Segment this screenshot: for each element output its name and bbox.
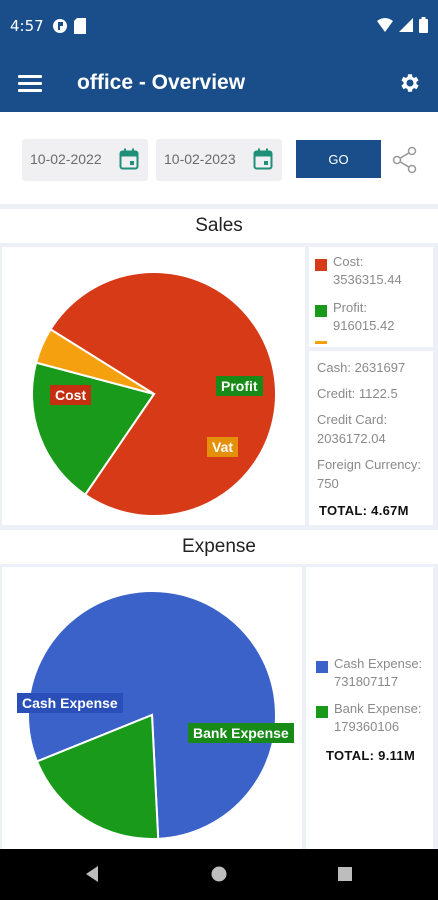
legend-swatch-bank-expense — [316, 706, 328, 718]
status-right-icons — [377, 17, 428, 33]
recents-icon[interactable] — [338, 867, 352, 881]
expense-title: Expense — [0, 530, 438, 564]
pie-slice-bank-expense — [35, 713, 160, 840]
date-filter-bar: 10-02-2022 10-02-2023 GO — [0, 112, 438, 204]
sales-title: Sales — [0, 209, 438, 243]
pie-label-vat: Vat — [207, 437, 239, 457]
from-date-value: 10-02-2022 — [30, 151, 102, 167]
legend-swatch-cost — [315, 259, 327, 271]
status-bar: 4:57 — [0, 0, 438, 56]
foreign-currency-label: Foreign Currency: — [317, 457, 422, 472]
battery-icon — [419, 17, 428, 33]
pie-label-bank-expense: Bank Expense — [188, 723, 294, 743]
system-nav-bar — [0, 849, 438, 900]
calendar-icon — [253, 148, 273, 170]
legend-swatch-profit — [315, 305, 327, 317]
sales-total: TOTAL: 4.67M — [319, 503, 409, 518]
back-icon[interactable] — [84, 865, 100, 883]
notification-icon — [53, 19, 67, 33]
home-icon[interactable] — [211, 866, 227, 882]
expense-legend: Cash Expense: 731807117 Bank Expense: 1793… — [306, 567, 433, 849]
legend-text-cost: Cost: 3536315.44 — [333, 254, 402, 287]
to-date-value: 10-02-2023 — [164, 151, 236, 167]
share-icon[interactable] — [392, 146, 418, 174]
legend-text-bank-expense: Bank Expense: 179360106 — [334, 701, 422, 734]
from-date-field[interactable]: 10-02-2022 — [22, 139, 148, 181]
legend-text-cash-expense: Cash Expense: 731807117 — [334, 656, 423, 689]
legend-item-cash-expense: Cash Expense: 731807117 — [316, 655, 422, 691]
cash-value: Cash: 2631697 — [317, 360, 406, 375]
sales-pie-card: Cost Profit Vat — [2, 247, 305, 525]
to-date-field[interactable]: 10-02-2023 — [156, 139, 282, 181]
sales-breakdown: Cash: 2631697 Credit: 1122.5 Credit Card… — [309, 351, 433, 525]
signal-icon — [399, 18, 413, 32]
pie-label-cash-expense: Cash Expense — [17, 693, 123, 713]
legend-item-cost: Cost: 3536315.44 — [315, 253, 402, 289]
app-bar: office - Overview — [0, 56, 438, 112]
credit-card-label: Credit Card: — [317, 412, 388, 427]
pie-label-cost: Cost — [50, 385, 92, 405]
expense-pie-card: Cash Expense Bank Expense — [2, 567, 302, 849]
expense-pie-chart — [27, 590, 277, 840]
credit-card-value: 2036172.04 — [317, 431, 386, 446]
menu-icon[interactable] — [18, 72, 42, 96]
gear-icon[interactable] — [398, 71, 422, 95]
expense-total: TOTAL: 9.11M — [326, 748, 416, 763]
pie-slice-vat — [34, 327, 155, 395]
legend-swatch-vat — [315, 341, 327, 344]
credit-value: Credit: 1122.5 — [317, 386, 398, 401]
page-title: office - Overview — [77, 71, 246, 94]
status-time: 4:57 — [10, 17, 44, 35]
sales-legend: Cost: 3536315.44 Profit: 916015.42 — [309, 247, 433, 347]
go-button[interactable]: GO — [296, 140, 381, 178]
pie-label-profit: Profit — [216, 376, 263, 396]
legend-swatch-cash-expense — [316, 661, 328, 673]
legend-item-bank-expense: Bank Expense: 179360106 — [316, 700, 421, 736]
legend-text-profit: Profit: 916015.42 — [333, 300, 395, 333]
calendar-icon — [119, 148, 139, 170]
foreign-currency-value: 750 — [317, 476, 339, 491]
status-left-icons — [52, 18, 86, 34]
legend-item-profit: Profit: 916015.42 — [315, 299, 394, 335]
sd-card-icon — [74, 18, 86, 34]
wifi-icon — [377, 18, 393, 32]
